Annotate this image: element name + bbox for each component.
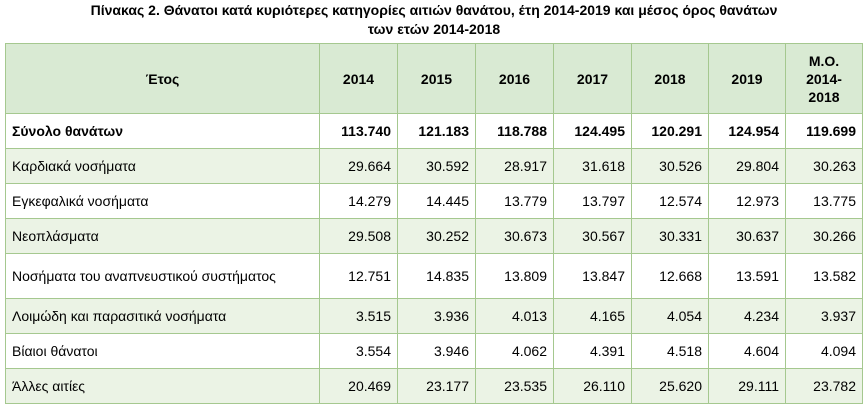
deaths-by-cause-table: Έτος 2014 2015 2016 2017 2018 2019 Μ.Ο. …	[5, 43, 863, 404]
cell-value: 20.469	[319, 368, 398, 404]
cell-value: 13.779	[475, 183, 554, 219]
cell-value: 14.445	[397, 183, 476, 219]
cell-value: 4.094	[785, 333, 863, 369]
cell-value: 13.797	[553, 183, 632, 219]
header-average-line-1: Μ.Ο.	[808, 52, 840, 69]
cell-value: 4.062	[475, 333, 554, 369]
cell-value: 30.252	[397, 218, 476, 254]
header-average-line-3: 2018	[808, 88, 840, 105]
cell-value: 12.973	[708, 183, 786, 219]
cell-value: 3.554	[319, 333, 398, 369]
table-row: Καρδιακά νοσήματα 29.664 30.592 28.917 3…	[5, 148, 863, 184]
header-year-2014: 2014	[319, 43, 398, 114]
cell-value: 30.592	[397, 148, 476, 184]
cell-value: 23.782	[785, 368, 863, 404]
cell-value: 30.526	[631, 148, 709, 184]
header-average: Μ.Ο. 2014- 2018	[785, 43, 863, 114]
cell-value: 120.291	[631, 113, 709, 149]
table-row: Βίαιοι θάνατοι 3.554 3.946 4.062 4.391 4…	[5, 333, 863, 369]
header-year-2017: 2017	[553, 43, 632, 114]
caption-line-2: των ετών 2014-2018	[367, 21, 501, 37]
cell-value: 30.567	[553, 218, 632, 254]
row-label: Άλλες αιτίες	[5, 368, 320, 404]
cell-value: 4.518	[631, 333, 709, 369]
row-label: Νεοπλάσματα	[5, 218, 320, 254]
row-label: Εγκεφαλικά νοσήματα	[5, 183, 320, 219]
cell-value: 3.937	[785, 298, 863, 334]
cell-value: 30.266	[785, 218, 863, 254]
cell-value: 113.740	[319, 113, 398, 149]
cell-value: 4.013	[475, 298, 554, 334]
cell-value: 23.177	[397, 368, 476, 404]
cell-value: 14.835	[397, 253, 476, 299]
cell-value: 29.664	[319, 148, 398, 184]
row-label: Βίαιοι θάνατοι	[5, 333, 320, 369]
cell-value: 29.804	[708, 148, 786, 184]
header-year-2015: 2015	[397, 43, 476, 114]
cell-value: 26.110	[553, 368, 632, 404]
table-row: Νεοπλάσματα 29.508 30.252 30.673 30.567 …	[5, 218, 863, 254]
cell-value: 12.668	[631, 253, 709, 299]
row-label: Σύνολο θανάτων	[5, 113, 320, 149]
table-row: Νοσήματα του αναπνευστικού συστήματος 12…	[5, 253, 863, 299]
cell-value: 119.699	[785, 113, 863, 149]
table-row: Άλλες αιτίες 20.469 23.177 23.535 26.110…	[5, 368, 863, 404]
cell-value: 13.591	[708, 253, 786, 299]
cell-value: 3.515	[319, 298, 398, 334]
header-year-2016: 2016	[475, 43, 554, 114]
cell-value: 4.054	[631, 298, 709, 334]
header-year-2018: 2018	[631, 43, 709, 114]
table-caption: Πίνακας 2. Θάνατοι κατά κυριότερες κατηγ…	[0, 0, 868, 39]
cell-value: 3.936	[397, 298, 476, 334]
cell-value: 13.775	[785, 183, 863, 219]
cell-value: 30.263	[785, 148, 863, 184]
row-label: Καρδιακά νοσήματα	[5, 148, 320, 184]
header-label-year: Έτος	[5, 43, 320, 114]
header-average-line-2: 2014-	[806, 70, 842, 87]
cell-value: 29.111	[708, 368, 786, 404]
cell-value: 4.604	[708, 333, 786, 369]
cell-value: 28.917	[475, 148, 554, 184]
cell-value: 13.809	[475, 253, 554, 299]
cell-value: 14.279	[319, 183, 398, 219]
cell-value: 4.165	[553, 298, 632, 334]
table-row: Σύνολο θανάτων 113.740 121.183 118.788 1…	[5, 113, 863, 149]
header-year-2019: 2019	[708, 43, 786, 114]
cell-value: 25.620	[631, 368, 709, 404]
cell-value: 4.234	[708, 298, 786, 334]
cell-value: 31.618	[553, 148, 632, 184]
cell-value: 12.574	[631, 183, 709, 219]
cell-value: 13.582	[785, 253, 863, 299]
cell-value: 124.954	[708, 113, 786, 149]
cell-value: 30.331	[631, 218, 709, 254]
table-row: Εγκεφαλικά νοσήματα 14.279 14.445 13.779…	[5, 183, 863, 219]
cell-value: 30.673	[475, 218, 554, 254]
cell-value: 121.183	[397, 113, 476, 149]
cell-value: 124.495	[553, 113, 632, 149]
cell-value: 118.788	[475, 113, 554, 149]
cell-value: 30.637	[708, 218, 786, 254]
cell-value: 4.391	[553, 333, 632, 369]
cell-value: 13.847	[553, 253, 632, 299]
cell-value: 23.535	[475, 368, 554, 404]
header-row: Έτος 2014 2015 2016 2017 2018 2019 Μ.Ο. …	[5, 43, 863, 114]
row-label: Λοιμώδη και παρασιτικά νοσήματα	[5, 298, 320, 334]
row-label: Νοσήματα του αναπνευστικού συστήματος	[5, 253, 320, 299]
caption-line-1: Πίνακας 2. Θάνατοι κατά κυριότερες κατηγ…	[90, 2, 778, 18]
cell-value: 12.751	[319, 253, 398, 299]
cell-value: 29.508	[319, 218, 398, 254]
cell-value: 3.946	[397, 333, 476, 369]
table-row: Λοιμώδη και παρασιτικά νοσήματα 3.515 3.…	[5, 298, 863, 334]
